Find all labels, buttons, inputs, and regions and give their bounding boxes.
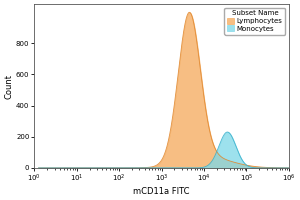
Legend: Lymphocytes, Monocytes: Lymphocytes, Monocytes xyxy=(224,8,286,35)
Y-axis label: Count: Count xyxy=(4,74,13,99)
X-axis label: mCD11a FITC: mCD11a FITC xyxy=(134,187,190,196)
